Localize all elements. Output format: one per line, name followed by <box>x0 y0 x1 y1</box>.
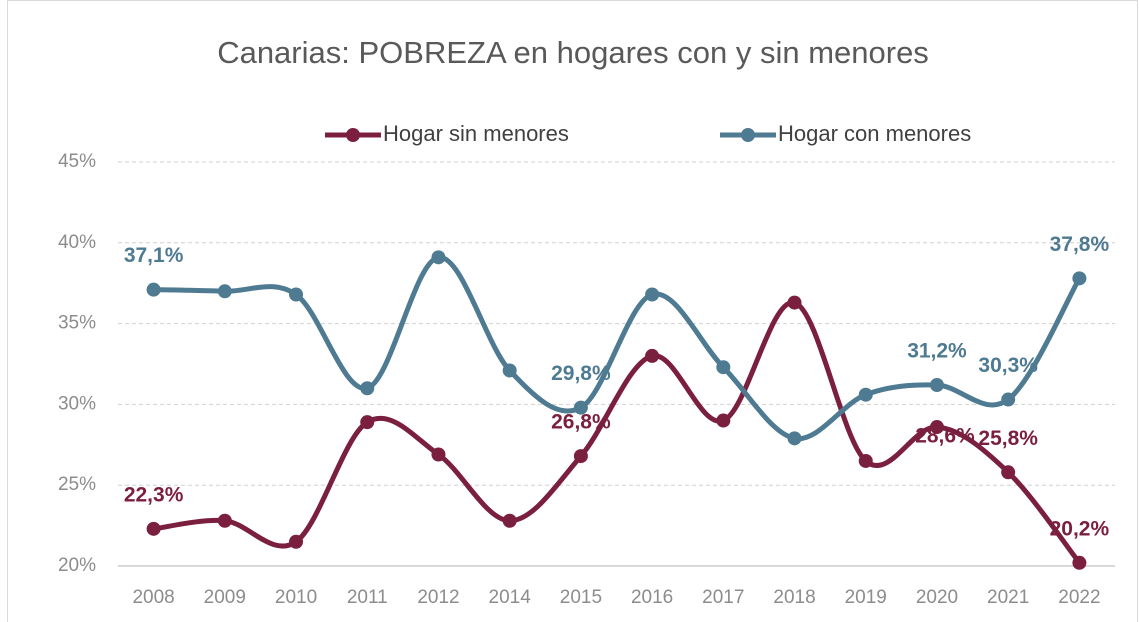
data-label: 31,2% <box>907 340 967 363</box>
x-tick-label: 2018 <box>773 587 815 608</box>
y-tick-label: 25% <box>58 474 96 495</box>
data-point <box>360 381 375 396</box>
data-label: 26,8% <box>551 411 611 434</box>
data-point <box>360 415 375 430</box>
x-tick-label: 2012 <box>417 587 459 608</box>
x-tick-label: 2017 <box>702 587 744 608</box>
data-point <box>858 453 873 468</box>
x-tick-label: 2019 <box>845 587 887 608</box>
series-line <box>153 300 1082 565</box>
data-point <box>146 282 161 297</box>
data-point <box>217 513 232 528</box>
data-point <box>1072 271 1087 286</box>
data-point <box>289 287 304 302</box>
data-point <box>146 521 161 536</box>
data-label: 37,1% <box>124 244 184 267</box>
x-tick-label: 2016 <box>631 587 673 608</box>
legend-label: Hogar sin menores <box>383 121 569 146</box>
x-tick-label: 2021 <box>987 587 1029 608</box>
data-point <box>929 378 944 393</box>
y-tick-label: 20% <box>58 555 96 576</box>
data-point <box>929 420 944 435</box>
legend-label: Hogar con menores <box>778 121 971 146</box>
x-tick-label: 2020 <box>916 587 958 608</box>
data-label: 20,2% <box>1050 517 1110 540</box>
data-point <box>787 431 802 446</box>
chart-frame <box>7 0 1138 622</box>
y-tick-label: 40% <box>58 232 96 253</box>
x-tick-label: 2015 <box>560 587 602 608</box>
data-point <box>1001 392 1016 407</box>
x-tick-label: 2009 <box>204 587 246 608</box>
data-point <box>431 447 446 462</box>
data-point <box>573 449 588 464</box>
data-label: 28,6% <box>915 425 975 448</box>
y-tick-label: 35% <box>58 313 96 334</box>
chart-title: Canarias: POBREZA en hogares con y sin m… <box>217 35 929 70</box>
legend-marker <box>346 128 360 142</box>
data-point <box>217 284 232 299</box>
series-line <box>153 254 1082 441</box>
data-label: 30,3% <box>978 354 1038 377</box>
data-label: 25,8% <box>978 427 1038 450</box>
x-tick-label: 2010 <box>275 587 317 608</box>
data-label: 37,8% <box>1050 233 1110 256</box>
data-point <box>787 295 802 310</box>
data-point <box>289 534 304 549</box>
data-point <box>573 400 588 415</box>
data-label: 29,8% <box>551 362 611 385</box>
data-point <box>645 348 660 363</box>
legend-marker <box>741 128 755 142</box>
x-tick-label: 2014 <box>489 587 532 608</box>
data-label: 22,3% <box>124 483 184 506</box>
data-point <box>716 413 731 428</box>
x-tick-label: 2008 <box>132 587 174 608</box>
y-tick-label: 30% <box>58 393 96 414</box>
y-tick-label: 45% <box>58 151 96 172</box>
data-point <box>716 360 731 375</box>
x-tick-label: 2011 <box>347 587 388 608</box>
data-point <box>502 513 517 528</box>
data-point <box>431 250 446 265</box>
data-point <box>1001 465 1016 480</box>
data-point <box>1072 555 1087 570</box>
x-tick-label: 2022 <box>1058 587 1100 608</box>
data-point <box>645 287 660 302</box>
data-point <box>502 363 517 378</box>
data-point <box>858 387 873 402</box>
